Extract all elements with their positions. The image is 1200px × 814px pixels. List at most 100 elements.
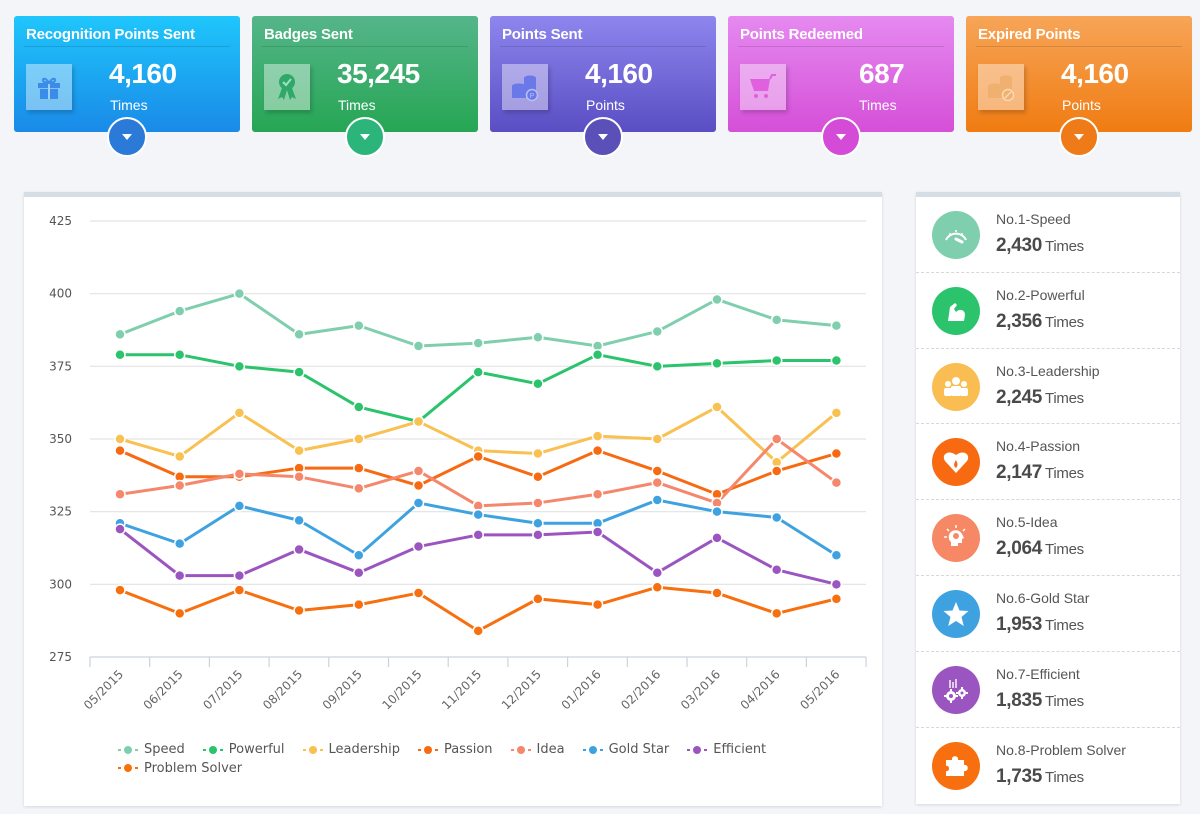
- ranking-unit: Times: [1045, 389, 1084, 407]
- data-point: [770, 511, 783, 524]
- data-point: [233, 500, 246, 512]
- lightbulb-head-icon: [932, 514, 980, 563]
- data-point: [173, 607, 186, 620]
- stat-card-points-redeemed[interactable]: Points Redeemed 687 Times: [728, 16, 954, 157]
- legend-marker-icon: [510, 745, 531, 755]
- ranking-unit: Times: [1045, 616, 1084, 634]
- ranking-item[interactable]: No.5-Idea 2,064 Times: [916, 500, 1180, 576]
- stat-card-recognition-points-sent[interactable]: Recognition Points Sent 4,160 Times: [14, 16, 240, 157]
- stat-card-title: Points Redeemed: [740, 26, 863, 43]
- legend-item[interactable]: Idea: [510, 741, 565, 758]
- legend-item[interactable]: Passion: [417, 741, 493, 758]
- stat-card-badges-sent[interactable]: Badges Sent 35,245 Times: [252, 16, 478, 157]
- legend-label: Gold Star: [608, 742, 670, 757]
- ranking-item[interactable]: No.7-Efficient 1,835 Times: [916, 652, 1180, 728]
- ranking-label: No.7-Efficient: [996, 665, 1080, 682]
- ranking-item[interactable]: No.8-Problem Solver 1,735 Times: [916, 728, 1180, 804]
- stat-card-unit: Points: [586, 97, 625, 113]
- divider: [738, 46, 944, 47]
- data-point: [353, 566, 365, 579]
- ranking-label: No.8-Problem Solver: [996, 741, 1126, 758]
- data-point: [830, 549, 843, 562]
- data-point: [114, 523, 126, 535]
- data-point: [532, 497, 544, 509]
- chevron-down-icon: [1074, 134, 1084, 140]
- speedometer-icon: [932, 211, 980, 259]
- legend-marker-icon: [582, 745, 603, 755]
- data-point: [412, 587, 425, 599]
- data-point: [353, 462, 365, 474]
- data-point: [591, 598, 604, 611]
- data-point: [472, 529, 484, 541]
- data-point: [711, 587, 723, 599]
- stat-card-points-sent[interactable]: Points Sent P 4,160 Points: [490, 16, 716, 157]
- data-point: [651, 325, 664, 338]
- legend-item[interactable]: Problem Solver: [118, 760, 242, 777]
- legend-item[interactable]: Efficient: [687, 741, 766, 758]
- data-point: [830, 447, 843, 460]
- ranking-item[interactable]: No.3-Leadership 2,245 Times: [916, 349, 1180, 425]
- legend-item[interactable]: Powerful: [202, 741, 285, 758]
- legend-label: Problem Solver: [144, 760, 243, 776]
- divider: [24, 46, 230, 47]
- expand-toggle-button[interactable]: [821, 117, 861, 157]
- data-point: [770, 465, 783, 477]
- y-tick-label: 300: [49, 577, 72, 591]
- data-point: [233, 287, 246, 300]
- data-point: [412, 540, 425, 553]
- data-point: [353, 433, 365, 445]
- data-point: [114, 328, 126, 341]
- ranking-item[interactable]: No.2-Powerful 2,356 Times: [916, 273, 1180, 349]
- data-point: [353, 319, 365, 332]
- ranking-unit: Times: [1045, 238, 1084, 255]
- data-point: [711, 532, 723, 544]
- heart-flame-icon: [932, 438, 980, 487]
- y-tick-label: 275: [49, 650, 72, 664]
- expand-toggle-button[interactable]: [583, 117, 623, 157]
- legend-item[interactable]: Speed: [118, 741, 185, 758]
- data-point: [651, 494, 664, 506]
- legend-marker-icon: [687, 745, 708, 755]
- data-point: [532, 447, 544, 460]
- badge-ranking-panel: No.1-Speed 2,430 Times No.2-Powerful 2,35…: [916, 192, 1180, 804]
- divider: [262, 46, 468, 47]
- data-point: [830, 407, 843, 419]
- data-point: [472, 450, 484, 463]
- data-point: [293, 543, 305, 556]
- data-point: [591, 488, 604, 500]
- ranking-item[interactable]: No.6-Gold Star 1,953 Times: [916, 576, 1180, 652]
- star-icon: [932, 589, 980, 638]
- gears-icon: [932, 665, 980, 714]
- data-point: [770, 564, 783, 576]
- ranking-item[interactable]: No.1-Speed 2,430 Times: [916, 197, 1180, 273]
- expand-toggle-button[interactable]: [345, 117, 385, 157]
- legend-label: Powerful: [228, 742, 285, 757]
- expand-toggle-button[interactable]: [107, 117, 147, 157]
- data-point: [711, 293, 723, 306]
- data-point: [353, 401, 365, 413]
- stat-card-value: 35,245: [337, 58, 420, 89]
- legend-item[interactable]: Gold Star: [582, 741, 670, 758]
- data-point: [651, 360, 664, 373]
- data-point: [711, 401, 723, 413]
- expand-toggle-button[interactable]: [1059, 117, 1099, 157]
- ranking-item[interactable]: No.4-Passion 2,147 Times: [916, 424, 1180, 501]
- stat-card-title: Recognition Points Sent: [26, 26, 195, 43]
- data-point: [472, 366, 484, 378]
- stat-card-expired-points[interactable]: Expired Points 4,160 Points: [966, 16, 1192, 157]
- data-point: [532, 378, 544, 390]
- legend-label: Leadership: [328, 742, 400, 757]
- legend-item[interactable]: Leadership: [302, 741, 400, 758]
- stat-card-unit: Points: [1062, 97, 1101, 113]
- expired-coins-icon: [978, 64, 1024, 110]
- ranking-count: 2,430: [996, 235, 1043, 256]
- ranking-count-row: 2,064 Times: [996, 538, 1084, 560]
- data-point: [114, 348, 126, 361]
- legend-marker-icon: [417, 745, 438, 755]
- ranking-label: No.3-Leadership: [996, 362, 1100, 379]
- data-point: [591, 430, 604, 442]
- data-point: [233, 407, 246, 419]
- x-tick-label: 07/2015: [200, 667, 245, 712]
- y-tick-label: 425: [49, 214, 72, 228]
- ranking-count: 2,064: [996, 538, 1043, 560]
